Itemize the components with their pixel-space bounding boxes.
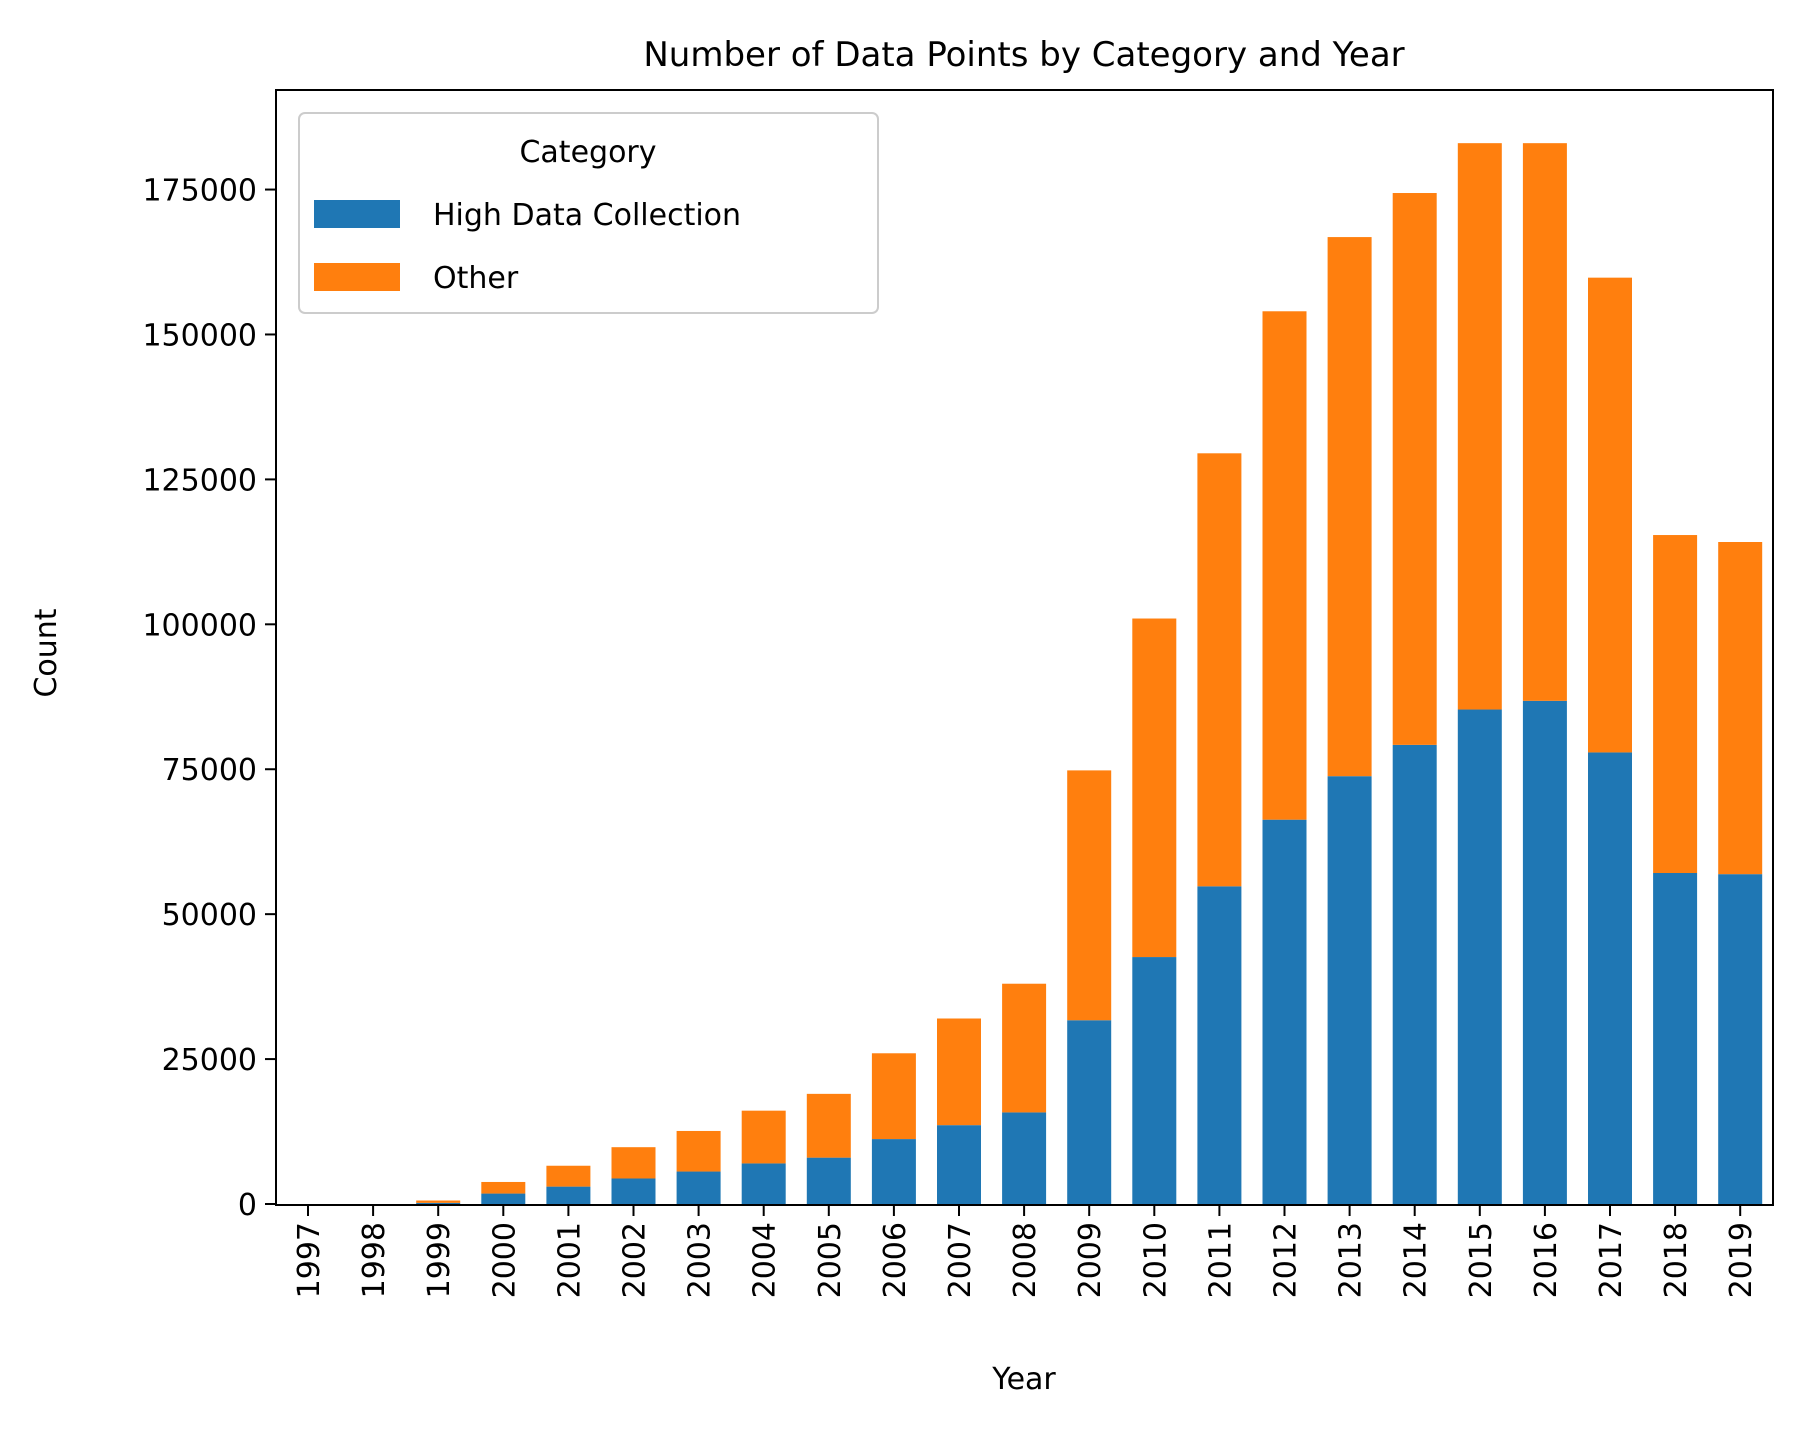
legend-swatch-other [314,263,400,291]
bar-other-2016 [1522,143,1567,701]
x-tick-label-1997: 1997 [292,1222,327,1298]
x-axis: 1997 1998 1999 2000 2001 2002 2003 2004 2005 2006… [292,1205,1759,1298]
legend-box [298,112,879,314]
bar-other-2010 [1132,618,1177,958]
bar-other-2003 [676,1130,721,1172]
x-tick-label-2000: 2000 [487,1222,522,1298]
bar-other-2012 [1262,311,1307,820]
bar-other-2018 [1653,535,1698,873]
bar-high-data-collection-2019 [1718,874,1763,1204]
x-tick-label-2014: 2014 [1399,1222,1434,1298]
bar-high-data-collection-2018 [1653,873,1698,1204]
y-axis: 0 25000 50000 75000 100000 125000 150000 175000 [142,174,276,1223]
x-tick-label-2006: 2006 [878,1222,913,1298]
bar-other-2006 [871,1053,916,1140]
legend-label-high-data-collection: High Data Collection [433,198,741,233]
bars-layer [416,143,1763,1205]
bar-high-data-collection-1999 [416,1202,461,1204]
bar-high-data-collection-2013 [1327,776,1372,1204]
x-tick-label-2015: 2015 [1464,1222,1499,1298]
y-tick-label-125000: 125000 [142,463,257,498]
y-tick-label-175000: 175000 [142,174,257,209]
y-tick-label-0: 0 [238,1188,257,1223]
legend: Category High Data Collection Other [298,112,879,314]
x-tick-label-2008: 2008 [1008,1222,1043,1298]
x-tick-label-2018: 2018 [1659,1222,1694,1298]
x-tick-label-2007: 2007 [943,1222,978,1298]
bar-high-data-collection-2015 [1457,709,1502,1204]
bar-other-2014 [1392,193,1437,745]
x-tick-label-1998: 1998 [357,1222,392,1298]
x-tick-label-2019: 2019 [1724,1222,1759,1298]
bar-high-data-collection-2005 [806,1157,851,1205]
bar-other-2000 [481,1181,526,1194]
y-axis-label: Count [29,608,64,697]
bar-high-data-collection-2002 [611,1178,656,1204]
bar-high-data-collection-2014 [1392,744,1437,1204]
x-tick-label-2003: 2003 [683,1222,718,1298]
bar-other-2008 [1002,983,1047,1113]
y-tick-label-75000: 75000 [162,753,257,788]
x-tick-label-2002: 2002 [618,1222,653,1298]
y-tick-label-50000: 50000 [162,898,257,933]
bar-other-2004 [741,1110,786,1164]
chart-title: Number of Data Points by Category and Ye… [643,35,1404,75]
bar-high-data-collection-2004 [741,1163,786,1204]
bar-high-data-collection-2003 [676,1171,721,1204]
x-axis-label: Year [991,1362,1056,1397]
bar-high-data-collection-2000 [481,1193,526,1204]
bar-other-2011 [1197,453,1242,887]
legend-title: Category [519,135,656,170]
x-tick-label-2010: 2010 [1138,1222,1173,1298]
x-tick-label-2005: 2005 [813,1222,848,1298]
x-tick-label-2009: 2009 [1073,1222,1108,1298]
x-tick-label-2011: 2011 [1203,1222,1238,1298]
bar-other-2007 [937,1018,981,1126]
x-tick-label-2017: 2017 [1594,1222,1629,1298]
bar-high-data-collection-2001 [546,1186,591,1204]
bar-other-2002 [611,1147,656,1179]
bar-high-data-collection-2010 [1132,957,1177,1204]
bar-other-1999 [416,1200,461,1203]
bar-other-2017 [1588,277,1632,753]
bar-other-2009 [1067,770,1112,1021]
x-tick-label-2013: 2013 [1334,1222,1369,1298]
bar-other-2015 [1457,143,1502,710]
legend-label-other: Other [433,261,519,296]
y-tick-label-25000: 25000 [162,1043,257,1078]
bar-other-2005 [806,1093,851,1158]
x-tick-label-2001: 2001 [552,1222,587,1298]
y-tick-label-150000: 150000 [142,318,257,353]
bar-high-data-collection-2008 [1002,1112,1047,1204]
bar-high-data-collection-2007 [937,1125,981,1204]
bar-high-data-collection-2011 [1197,886,1242,1204]
x-tick-label-2004: 2004 [748,1222,783,1298]
bar-high-data-collection-2009 [1067,1020,1112,1204]
x-tick-label-1999: 1999 [422,1222,457,1298]
plot-frame [275,89,1774,1206]
bar-other-2013 [1327,237,1372,777]
bar-high-data-collection-2012 [1262,819,1307,1204]
x-tick-label-2016: 2016 [1529,1222,1564,1298]
y-tick-label-100000: 100000 [142,608,257,643]
bar-high-data-collection-2006 [871,1139,916,1204]
bar-other-2001 [546,1165,591,1187]
bar-high-data-collection-2017 [1588,752,1632,1204]
bar-other-2019 [1718,542,1763,875]
legend-swatch-high-data-collection [314,200,400,228]
bar-high-data-collection-2016 [1522,700,1567,1204]
x-tick-label-2012: 2012 [1269,1222,1304,1298]
